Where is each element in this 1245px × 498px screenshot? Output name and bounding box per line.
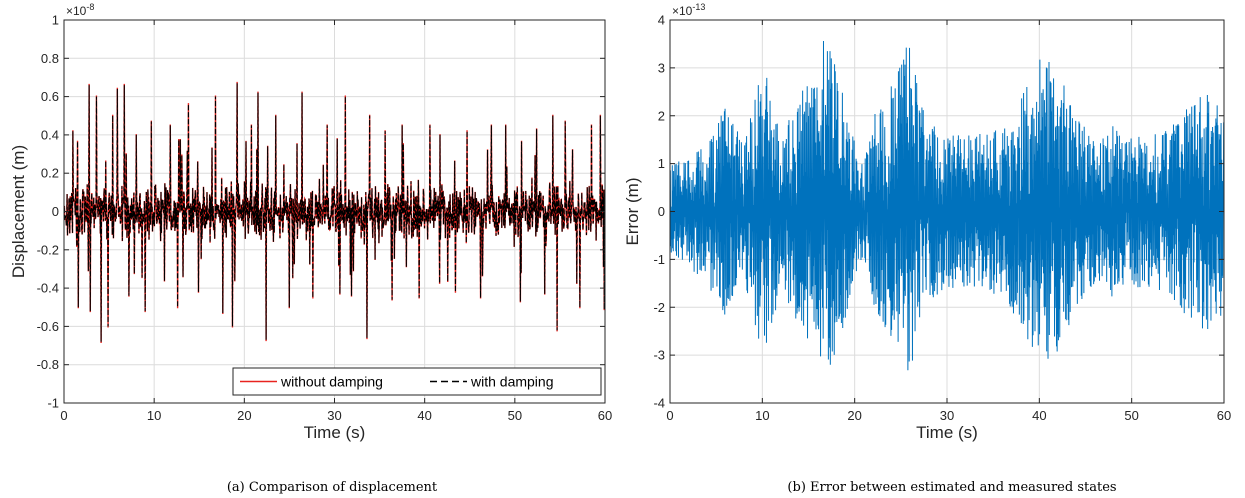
x-axis-label-b: Time (s) xyxy=(916,423,978,442)
panel-a-displacement: 0 10 20 30 40 50 60 -1 -0.8 -0.6 -0.4 -0.2 0 0.2 0.4 0.… xyxy=(9,2,612,495)
legend: without damping with damping xyxy=(232,367,602,396)
y-tick-label: -1 xyxy=(653,252,665,267)
y-tick-label: 0.2 xyxy=(41,166,59,181)
y-tick-label: -0.2 xyxy=(37,242,59,257)
y-tick-label: 2 xyxy=(658,108,665,123)
y-tick-label: 1 xyxy=(658,156,665,171)
y-axis-label-a: Displacement (m) xyxy=(9,145,28,278)
y-tick-label: 0.6 xyxy=(41,89,59,104)
x-axis-label-a: Time (s) xyxy=(304,423,366,442)
ticks-b: 0 10 20 30 40 50 60 -4 -3 -2 -1 0 1 2 3 4 xyxy=(653,13,1231,424)
x-tick-label: 60 xyxy=(598,408,612,423)
caption-a: (a) Comparison of displacement xyxy=(227,480,438,495)
ticks-a: 0 10 20 30 40 50 60 -1 -0.8 -0.6 -0.4 -0.2 0 0.2 0.4 0.… xyxy=(37,13,613,424)
series-with-damping xyxy=(64,83,605,342)
y-tick-label: 0.4 xyxy=(41,127,59,142)
y-tick-label: -0.4 xyxy=(37,281,59,296)
x-tick-label: 0 xyxy=(666,408,673,423)
x-tick-label: 20 xyxy=(237,408,251,423)
caption-b: (b) Error between estimated and measured… xyxy=(787,480,1116,495)
y-tick-label: -3 xyxy=(653,348,665,363)
error-series xyxy=(670,41,1224,371)
x-tick-label: 40 xyxy=(417,408,431,423)
x-tick-label: 30 xyxy=(940,408,954,423)
legend-label-without-damping: without damping xyxy=(280,374,383,390)
x-tick-label: 10 xyxy=(755,408,769,423)
panel-b-error: 0 10 20 30 40 50 60 -4 -3 -2 -1 0 1 2 3 4 Time (s) Erro… xyxy=(623,2,1231,495)
x-tick-label: 60 xyxy=(1217,408,1231,423)
y-exponent-a: ×10-8 xyxy=(66,2,94,18)
y-tick-label: 0 xyxy=(52,204,59,219)
x-tick-label: 20 xyxy=(847,408,861,423)
x-tick-label: 40 xyxy=(1032,408,1046,423)
y-tick-label: 3 xyxy=(658,60,665,75)
y-tick-label: -4 xyxy=(653,396,665,411)
y-tick-label: -1 xyxy=(47,396,59,411)
y-tick-label: 1 xyxy=(52,13,59,28)
y-axis-label-b: Error (m) xyxy=(623,178,642,246)
legend-label-with-damping: with damping xyxy=(470,374,554,390)
x-tick-label: 50 xyxy=(1124,408,1138,423)
y-tick-label: 4 xyxy=(658,13,665,28)
data-b xyxy=(670,41,1224,371)
y-tick-label: 0.8 xyxy=(41,51,59,66)
legend-box xyxy=(232,367,602,396)
y-tick-label: -2 xyxy=(653,300,665,315)
y-tick-label: 0 xyxy=(658,204,665,219)
x-tick-label: 50 xyxy=(508,408,522,423)
y-tick-label: -0.8 xyxy=(37,357,59,372)
data-a xyxy=(64,81,605,344)
y-tick-label: -0.6 xyxy=(37,319,59,334)
y-exponent-b: ×10-13 xyxy=(672,2,705,18)
x-tick-label: 10 xyxy=(147,408,161,423)
x-tick-label: 30 xyxy=(327,408,341,423)
x-tick-label: 0 xyxy=(60,408,67,423)
